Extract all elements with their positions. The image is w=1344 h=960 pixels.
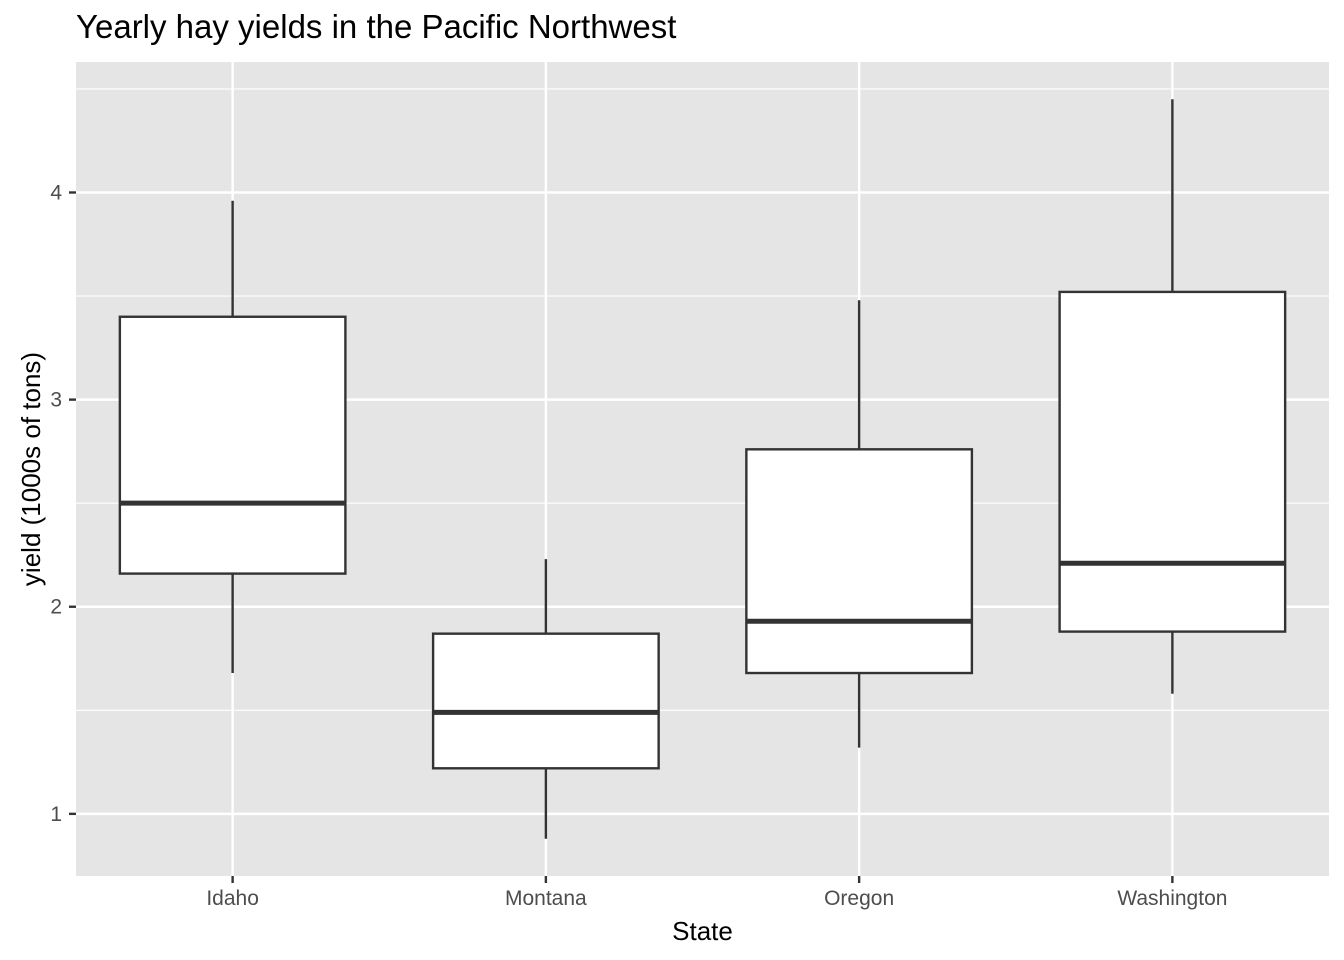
box-iqr [118,315,347,575]
y-axis-title: yield (1000s of tons) [16,352,46,586]
y-tick-label: 1 [50,803,62,826]
x-tick-label: Idaho [206,887,259,910]
box-iqr [1058,290,1287,633]
chart-title: Yearly hay yields in the Pacific Northwe… [76,8,677,45]
box-washington [1058,99,1287,694]
x-axis-title: State [672,916,733,946]
box-iqr [431,632,660,770]
x-tick-label: Montana [505,887,587,910]
y-tick-label: 3 [50,389,62,412]
y-tick-label: 2 [50,596,62,619]
x-tick-label: Washington [1117,887,1227,910]
axes: 1 2 3 4 Idaho Montana Oregon Washington [50,181,1227,910]
boxes [118,99,1287,839]
box-oregon [745,300,974,748]
x-tick-label: Oregon [824,887,894,910]
box-montana [431,559,660,839]
box-iqr [745,448,974,675]
y-tick-label: 4 [50,181,62,204]
box-idaho [118,200,347,674]
